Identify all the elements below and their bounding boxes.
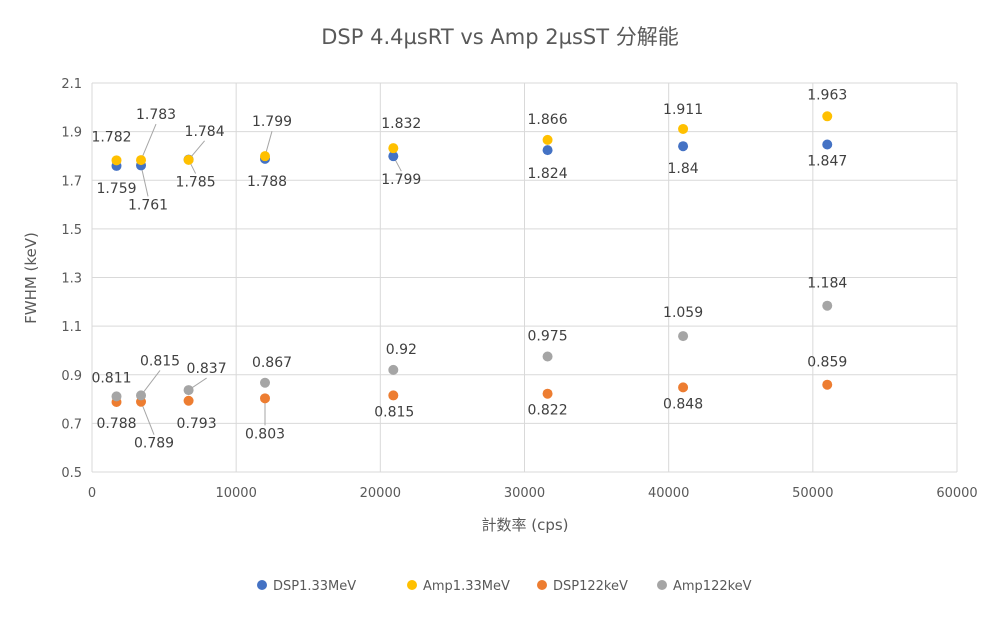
data-point [542,145,553,156]
data-label: 0.837 [187,361,227,377]
data-label: 1.788 [247,174,287,190]
leader-line [140,401,155,435]
data-label: 1.84 [667,161,698,177]
data-point [388,364,399,375]
y-tick-label: 1.3 [61,272,82,287]
data-label: 0.789 [134,436,174,452]
data-label: 1.761 [128,197,168,213]
data-point [260,151,270,162]
grid-lines [91,82,958,473]
data-points [111,111,833,407]
data-label: 0.815 [374,404,414,420]
data-label: 1.184 [807,276,847,292]
data-label: 0.815 [140,353,180,369]
data-point [822,139,833,150]
data-point [678,331,689,342]
data-point [388,390,399,401]
legend-entry: Amp122keV [673,579,752,594]
data-label: 1.059 [663,305,703,321]
data-point [678,123,689,134]
leader-line [140,123,157,161]
y-tick-label: 1.5 [61,223,82,238]
x-tick-label: 40000 [648,486,689,501]
legend-marker [657,580,667,590]
leader-line [140,165,149,197]
y-tick-label: 0.9 [61,369,82,384]
x-tick-label: 10000 [215,486,256,501]
data-label: 0.822 [528,403,568,419]
legend-entry: Amp1.33MeV [423,579,510,594]
y-tick-label: 0.5 [61,466,82,481]
data-label: 1.759 [96,181,136,197]
data-point [822,379,833,390]
data-label: 1.866 [528,112,568,128]
data-label: 1.783 [136,107,176,123]
data-point [542,134,553,145]
data-label: 0.788 [96,416,136,432]
y-tick-label: 1.1 [61,320,82,335]
chart-title: DSP 4.4µsRT vs Amp 2µsST 分解能 [321,25,678,49]
data-label: 1.785 [176,175,216,191]
x-axis-label: 計数率 (cps) [481,516,568,534]
data-label: 1.911 [663,102,703,118]
data-label: 1.799 [381,172,421,188]
data-point [542,351,553,362]
data-point [388,143,399,154]
data-point [183,395,194,406]
leader-lines [140,123,402,435]
data-label: 0.867 [252,355,292,371]
data-point [111,155,122,166]
x-tick-label: 0 [88,486,96,501]
x-axis-ticks: 0 10000 20000 30000 40000 50000 60000 [88,486,978,501]
data-label: 0.975 [528,329,568,345]
y-axis-ticks: 0.5 0.7 0.9 1.1 1.3 1.5 1.7 1.9 2.1 [61,77,82,481]
x-tick-label: 20000 [360,486,401,501]
data-point [183,385,194,396]
y-tick-label: 1.9 [61,126,82,141]
data-label: 1.847 [807,154,847,170]
data-label: 0.92 [386,342,417,358]
data-point [822,111,833,122]
data-label: 0.811 [91,370,131,386]
legend-marker [407,580,417,590]
data-label: 0.793 [177,416,217,432]
data-point [136,390,147,401]
legend-entry: DSP1.33MeV [273,579,356,594]
data-point [260,393,270,404]
y-tick-label: 2.1 [61,77,82,92]
data-label: 1.782 [91,129,131,145]
data-label: 1.824 [528,166,568,182]
data-label: 1.832 [381,116,421,132]
legend: DSP1.33MeV Amp1.33MeV DSP122keV Amp122keV [257,579,752,594]
data-point [678,141,689,152]
data-point [260,377,270,388]
y-tick-label: 0.7 [61,417,82,432]
legend-entry: DSP122keV [553,579,628,594]
x-tick-label: 60000 [936,486,977,501]
data-point [542,388,553,399]
x-tick-label: 50000 [792,486,833,501]
data-point [678,382,689,393]
y-tick-label: 1.7 [61,174,82,189]
data-point [388,151,399,162]
legend-marker [257,580,267,590]
data-label: 0.859 [807,355,847,371]
data-label: 0.803 [245,426,285,442]
data-point [822,300,833,311]
y-axis-label: FWHM (keV) [22,232,40,324]
legend-marker [537,580,547,590]
x-tick-label: 30000 [504,486,545,501]
data-point [136,155,147,166]
data-label: 0.848 [663,396,703,412]
data-label: 1.799 [252,114,292,130]
leader-line [140,370,161,396]
data-point [111,391,122,402]
data-point [183,154,194,165]
data-label: 1.963 [807,87,847,103]
data-label: 1.784 [185,124,225,140]
